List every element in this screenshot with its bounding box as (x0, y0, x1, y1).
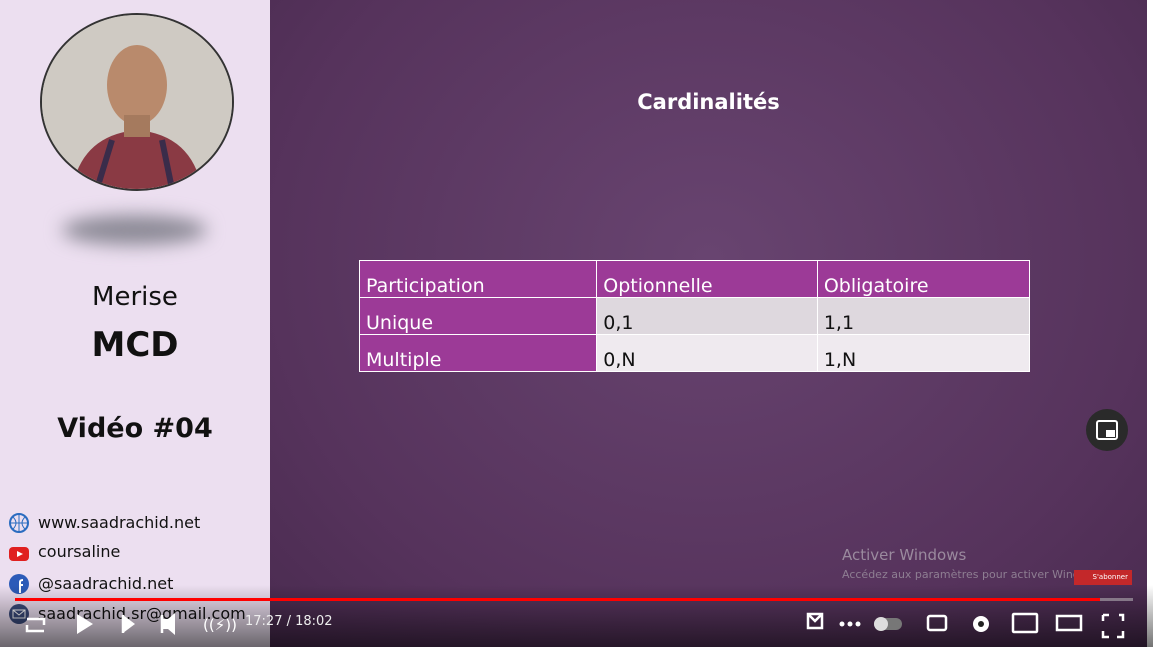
cell: 1,1 (816, 297, 1031, 335)
cell: 0,1 (596, 297, 818, 335)
avatar-image (42, 15, 232, 189)
row-label: Unique (358, 297, 598, 335)
miniplayer-button[interactable] (1086, 409, 1128, 451)
subscribe-button[interactable]: S'abonner (1074, 570, 1132, 585)
cell: 0,N (596, 334, 818, 372)
header-cell: Optionnelle (596, 260, 818, 298)
row: Unique 0,1 1,1 (358, 297, 1031, 335)
edge (1147, 0, 1153, 647)
header-row: Participation Optionnelle Obligatoire (358, 260, 1031, 298)
volume-button[interactable] (163, 613, 175, 635)
topic: MCD (91, 325, 179, 365)
settings-hole (978, 621, 984, 627)
watermark-title: Activer Windows (842, 546, 967, 564)
link[interactable]: coursaline (38, 542, 121, 561)
link[interactable]: www.saadrachid.net (38, 513, 201, 532)
row: Multiple 0,N 1,N (358, 334, 1031, 372)
slide-title: Cardinalités (637, 90, 780, 114)
web-icon (9, 513, 29, 533)
more-button[interactable] (839, 621, 845, 627)
mail-button[interactable] (806, 612, 824, 630)
more-dot (847, 621, 853, 627)
time-display: 17:27 / 18:02 (245, 614, 333, 629)
cell: 1,N (816, 334, 1031, 372)
toggle-knob (874, 617, 888, 631)
watermark-subtitle: Accédez aux paramètres pour activer Wind… (842, 568, 1074, 581)
controls-gradient (0, 585, 1153, 647)
header-cell: Participation (358, 260, 598, 298)
more-dot (855, 621, 861, 627)
episode: Vidéo #04 (57, 413, 213, 444)
miniplayer-button[interactable] (1011, 612, 1039, 634)
player-controls: ((⚡)) (25, 612, 1125, 639)
cardinality-table: Participation Optionnelle Obligatoire Un… (358, 260, 1031, 372)
next-button[interactable] (123, 615, 135, 633)
subject: Merise (92, 282, 178, 312)
captions-button[interactable] (926, 614, 948, 632)
miniplayer-icon (1096, 420, 1118, 440)
avatar (40, 13, 234, 191)
blurred-text (62, 215, 207, 245)
row-label: Multiple (358, 334, 598, 372)
youtube-icon (9, 547, 29, 561)
theater-button[interactable] (1055, 614, 1083, 632)
play-button[interactable] (77, 614, 93, 634)
fullscreen-button[interactable] (1101, 613, 1125, 639)
stable-volume-icon[interactable]: ((⚡)) (203, 616, 237, 634)
header-cell: Obligatoire (816, 260, 1031, 298)
progress-played (15, 598, 1100, 601)
loop-button[interactable] (25, 617, 46, 633)
